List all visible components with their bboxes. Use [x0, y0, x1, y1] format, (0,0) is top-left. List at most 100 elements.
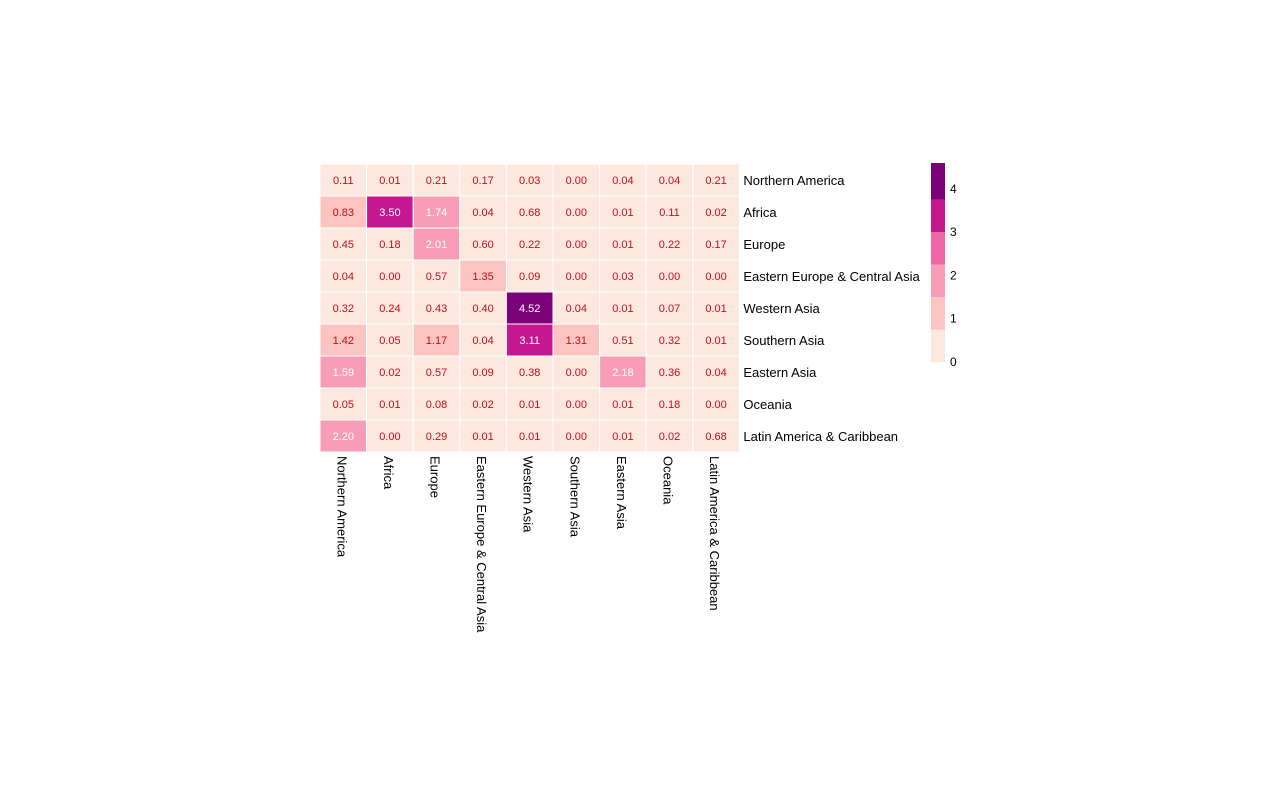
cell-value-label: 2.18 — [612, 367, 633, 379]
heatmap-cell-africa-europe — [412, 195, 461, 229]
heatmap-cell-western-asia-latin-america-and-caribbean — [692, 291, 740, 325]
cell-value-label: 0.68 — [519, 207, 540, 219]
row-label-eastern-europe-and-central-asia: Eastern Europe & Central Asia — [743, 269, 920, 284]
heatmap-cell-latin-america-and-caribbean-northern-america — [319, 419, 368, 453]
heatmap-cell-southern-asia-europe — [412, 323, 461, 357]
colorbar-segment — [931, 329, 945, 362]
heatmap-cell-europe-northern-america — [319, 227, 368, 261]
cell-value-label: 0.00 — [566, 271, 587, 283]
cell-value-label: 0.04 — [612, 175, 633, 187]
col-label-europe: Europe — [428, 456, 443, 498]
cell-value-label: 0.00 — [659, 271, 680, 283]
heatmap-cell-eastern-europe-and-central-asia-northern-america — [319, 259, 368, 293]
heatmap-cell-oceania-latin-america-and-caribbean — [692, 387, 740, 421]
row-label-southern-asia: Southern Asia — [743, 333, 825, 348]
heatmap-cell-africa-latin-america-and-caribbean — [692, 195, 740, 229]
cell-value-label: 0.01 — [472, 431, 493, 443]
cell-value-label: 0.45 — [333, 239, 354, 251]
heatmap-cell-oceania-western-asia — [505, 387, 554, 421]
cell-value-label: 0.01 — [705, 303, 726, 315]
heatmap-cell-africa-eastern-asia — [599, 195, 647, 229]
heatmap-cell-southern-asia-eastern-europe-and-central-asia — [459, 323, 507, 357]
cell-value-label: 2.01 — [426, 239, 447, 251]
heatmap-cell-europe-western-asia — [505, 227, 554, 261]
cell-value-label: 0.68 — [705, 431, 726, 443]
heatmap-cell-labels: 0.11 0.01 0.21 0.17 0.03 0.00 0.04 0.04 0.21 0.83… — [333, 175, 727, 443]
col-label-western-asia: Western Asia — [521, 456, 536, 533]
heatmap-cell-latin-america-and-caribbean-europe — [412, 419, 461, 453]
heatmap-cell-africa-northern-america — [319, 195, 368, 229]
row-label-northern-america: Northern America — [743, 173, 845, 188]
heatmap-cell-latin-america-and-caribbean-eastern-asia — [599, 419, 647, 453]
cell-value-label: 1.17 — [426, 335, 447, 347]
cell-value-label: 0.11 — [333, 175, 354, 187]
heatmap-cell-northern-america-northern-america — [319, 163, 368, 197]
cell-value-label: 0.02 — [659, 431, 680, 443]
cell-value-label: 0.01 — [612, 303, 633, 315]
cell-value-label: 1.35 — [472, 271, 493, 283]
heatmap-cell-southern-asia-africa — [366, 323, 414, 357]
row-label-europe: Europe — [743, 237, 785, 252]
cell-value-label: 0.01 — [379, 399, 400, 411]
cell-value-label: 0.01 — [612, 431, 633, 443]
cell-value-label: 0.00 — [566, 207, 587, 219]
heatmap-cell-oceania-europe — [412, 387, 461, 421]
colorbar-segment — [931, 199, 945, 233]
heatmap-cell-eastern-asia-western-asia — [505, 355, 554, 389]
heatmap-cells — [319, 163, 740, 453]
cell-value-label: 0.08 — [426, 399, 447, 411]
heatmap-cell-oceania-northern-america — [319, 387, 368, 421]
cell-value-label: 0.00 — [566, 239, 587, 251]
cell-value-label: 0.00 — [379, 271, 400, 283]
cell-value-label: 0.03 — [519, 175, 540, 187]
cell-value-label: 0.00 — [379, 431, 400, 443]
heatmap-cell-southern-asia-latin-america-and-caribbean — [692, 323, 740, 357]
cell-value-label: 0.01 — [612, 207, 633, 219]
cell-value-label: 1.74 — [426, 207, 447, 219]
heatmap-cell-eastern-europe-and-central-asia-africa — [366, 259, 414, 293]
col-label-latin-america-and-caribbean: Latin America & Caribbean — [707, 456, 722, 611]
heatmap-cell-southern-asia-oceania — [645, 323, 694, 357]
cell-value-label: 0.07 — [659, 303, 680, 315]
cell-value-label: 0.21 — [705, 175, 726, 187]
cell-value-label: 0.04 — [566, 303, 587, 315]
cell-value-label: 0.51 — [612, 335, 633, 347]
cell-value-label: 0.00 — [566, 367, 587, 379]
row-label-oceania: Oceania — [743, 397, 792, 412]
colorbar-segment — [931, 297, 945, 330]
col-label-eastern-europe-and-central-asia: Eastern Europe & Central Asia — [474, 456, 489, 633]
heatmap-cell-latin-america-and-caribbean-western-asia — [505, 419, 554, 453]
cell-value-label: 0.01 — [379, 175, 400, 187]
col-label-eastern-asia: Eastern Asia — [614, 456, 629, 530]
heatmap-cell-latin-america-and-caribbean-southern-asia — [552, 419, 601, 453]
heatmap-cell-latin-america-and-caribbean-latin-america-and-caribbean — [692, 419, 740, 453]
cell-value-label: 0.05 — [379, 335, 400, 347]
heatmap-cell-eastern-asia-northern-america — [319, 355, 368, 389]
heatmap-cell-africa-oceania — [645, 195, 694, 229]
cell-value-label: 0.32 — [659, 335, 680, 347]
cell-value-label: 0.22 — [659, 239, 680, 251]
heatmap-cell-eastern-asia-eastern-asia — [599, 355, 647, 389]
cell-value-label: 1.42 — [333, 335, 354, 347]
row-labels: Northern America Africa Europe Eastern Euro… — [743, 173, 920, 444]
cell-value-label: 0.01 — [705, 335, 726, 347]
cell-value-label: 0.02 — [705, 207, 726, 219]
heatmap-cell-southern-asia-northern-america — [319, 323, 368, 357]
cell-value-label: 0.05 — [333, 399, 354, 411]
cell-value-label: 0.01 — [519, 399, 540, 411]
colorbar-tick-label: 1 — [950, 312, 957, 326]
heatmap-cell-northern-america-africa — [366, 163, 414, 197]
cell-value-label: 0.00 — [705, 399, 726, 411]
cell-value-label: 0.02 — [379, 367, 400, 379]
cell-value-label: 0.40 — [472, 303, 493, 315]
cell-value-label: 0.17 — [472, 175, 493, 187]
cell-value-label: 0.57 — [426, 271, 447, 283]
cell-value-label: 0.01 — [612, 399, 633, 411]
heatmap-cell-europe-eastern-europe-and-central-asia — [459, 227, 507, 261]
cell-value-label: 0.57 — [426, 367, 447, 379]
cell-value-label: 0.24 — [379, 303, 400, 315]
colorbar-segment — [931, 232, 945, 265]
colorbar-tick-label: 4 — [950, 182, 957, 196]
row-label-latin-america-and-caribbean: Latin America & Caribbean — [743, 429, 898, 444]
